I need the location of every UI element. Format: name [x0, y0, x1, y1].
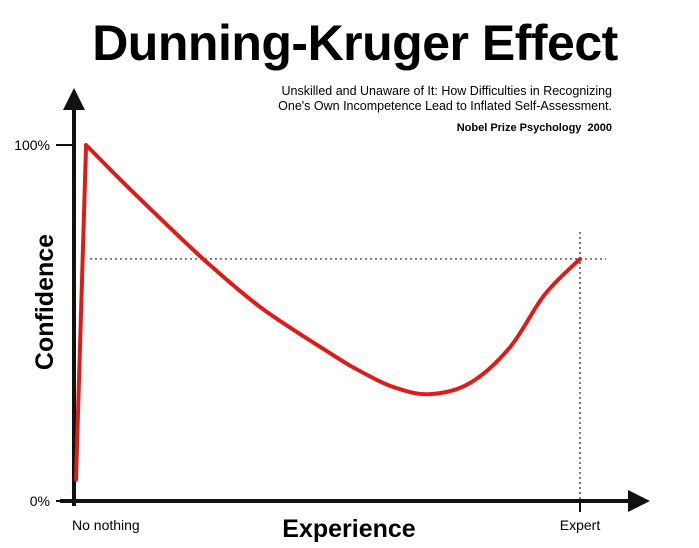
x-axis	[60, 490, 650, 512]
subtitle-line-1: Unskilled and Unaware of It: How Difficu…	[282, 84, 613, 98]
y-axis-label: Confidence	[31, 234, 59, 370]
y-axis	[63, 88, 85, 506]
x-axis-label: Experience	[282, 515, 416, 543]
reference-lines	[90, 232, 606, 500]
nobel-annotation: Nobel Prize Psychology 2000	[457, 122, 612, 134]
chart-title: Dunning-Kruger Effect	[92, 15, 618, 71]
y-axis-arrow	[63, 88, 85, 110]
y-tick-label-100: 100%	[14, 137, 50, 153]
x-axis-arrow	[628, 490, 650, 512]
x-tick-label-expert: Expert	[560, 517, 601, 533]
series-line-0	[74, 143, 582, 482]
subtitle-line-2: One's Own Incompetence Lead to Inflated …	[278, 99, 612, 113]
y-tick-label-0: 0%	[30, 493, 50, 509]
series-layer	[74, 143, 582, 482]
x-tick-label-start: No nothing	[72, 517, 140, 533]
